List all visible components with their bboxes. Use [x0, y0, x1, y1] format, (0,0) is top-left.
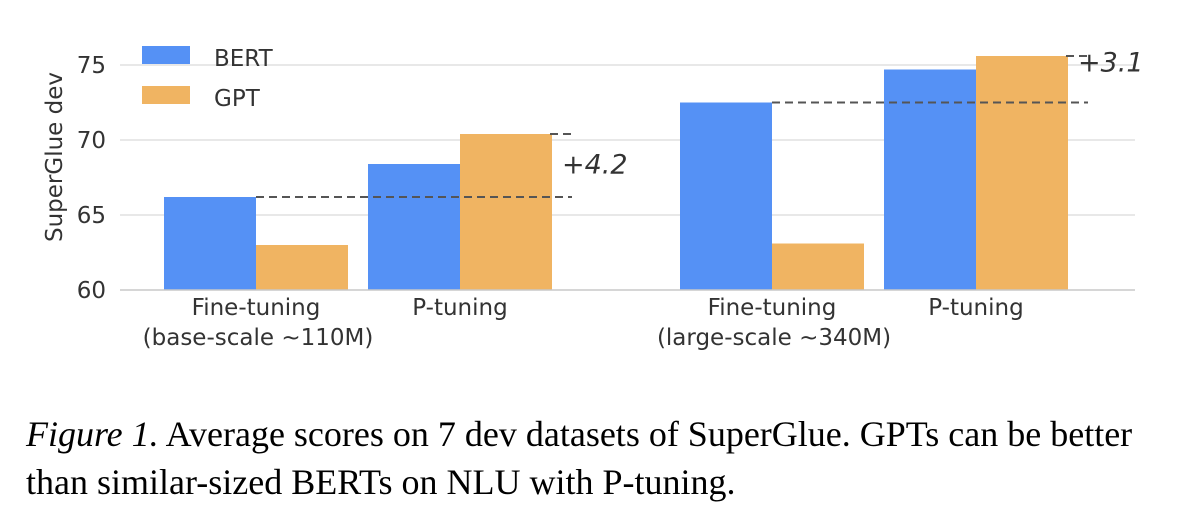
bar-gpt — [256, 245, 348, 290]
legend: BERT GPT — [142, 46, 274, 112]
legend-swatch-bert — [142, 46, 190, 64]
caption-text: Average scores on 7 dev datasets of Supe… — [26, 414, 1133, 502]
figure-label: Figure 1. — [26, 414, 159, 454]
bars — [164, 56, 1068, 290]
x-tick-sublabel: (large-scale ~340M) — [657, 325, 891, 351]
annotation-base-gain: +4.2 — [562, 150, 628, 181]
bar-gpt — [460, 134, 552, 290]
y-tick-label: 70 — [77, 128, 106, 154]
figure-caption: Figure 1. Average scores on 7 dev datase… — [26, 410, 1186, 506]
annotation-large-gain: +3.1 — [1078, 47, 1144, 78]
x-tick-label: P-tuning — [928, 295, 1023, 321]
x-tick-label: Fine-tuning — [192, 295, 321, 321]
bar-bert — [164, 197, 256, 290]
bar-bert — [680, 102, 772, 290]
bar-gpt — [976, 56, 1068, 290]
bar-gpt — [772, 243, 864, 290]
annotations: +4.2 +3.1 — [562, 47, 1144, 180]
reference-lines — [256, 55, 1088, 198]
bar-bert — [368, 164, 460, 290]
bar-chart: 60 65 70 75 Fine-tuning (base-scale ~110M) P-… — [42, 46, 1144, 351]
x-tick-label: Fine-tuning — [708, 295, 837, 321]
x-tick-label: P-tuning — [412, 295, 507, 321]
y-axis-label: SuperGlue dev — [42, 72, 68, 242]
legend-swatch-gpt — [142, 86, 190, 104]
legend-label-bert: BERT — [214, 46, 274, 72]
y-tick-label: 75 — [77, 53, 106, 79]
y-tick-label: 65 — [77, 203, 106, 229]
y-tick-labels: 60 65 70 75 — [77, 53, 106, 304]
x-tick-labels: Fine-tuning (base-scale ~110M) P-tuning Fin… — [143, 295, 1024, 351]
legend-label-gpt: GPT — [214, 86, 261, 112]
y-tick-label: 60 — [77, 278, 106, 304]
x-tick-sublabel: (base-scale ~110M) — [143, 325, 374, 351]
bar-bert — [884, 69, 976, 290]
